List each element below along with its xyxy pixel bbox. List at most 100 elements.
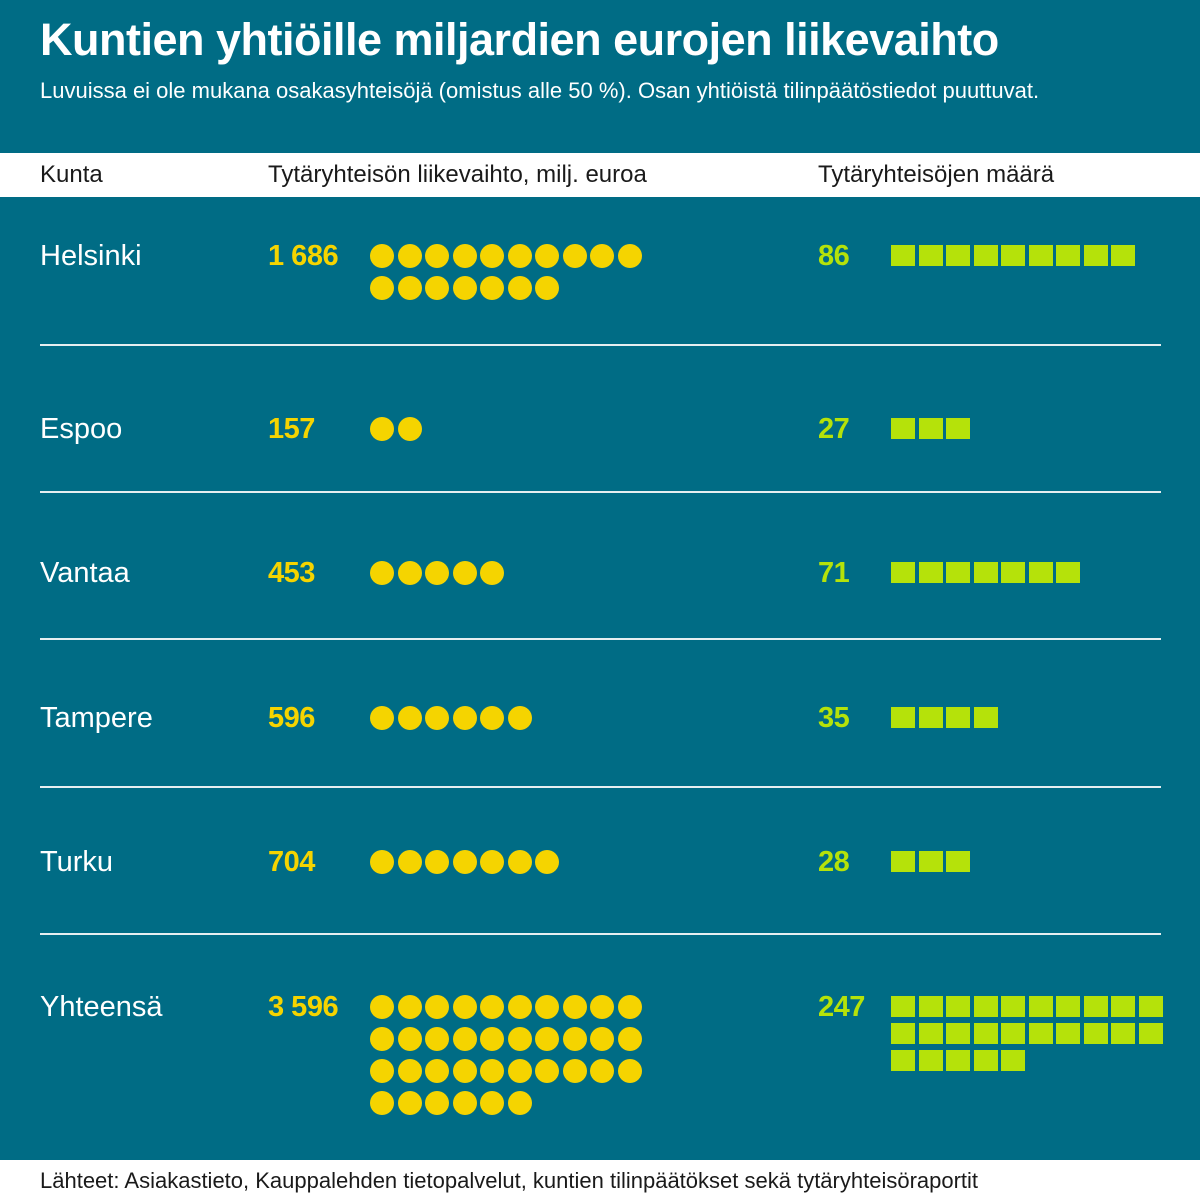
- municipality-name: Yhteensä: [40, 991, 163, 1023]
- count-square: [946, 562, 970, 583]
- count-square: [891, 1050, 915, 1071]
- row-divider: [40, 933, 1161, 935]
- municipality-name: Tampere: [40, 702, 153, 734]
- revenue-dot: [617, 1059, 642, 1083]
- revenue-value: 1 686: [268, 240, 339, 272]
- subsidiary-count: 27: [818, 413, 850, 445]
- count-square: [918, 707, 943, 728]
- revenue-dot: [452, 244, 477, 268]
- revenue-dot: [370, 561, 394, 585]
- revenue-dot: [425, 1059, 449, 1083]
- count-square: [1001, 1023, 1025, 1044]
- revenue-dot: [370, 850, 394, 874]
- revenue-dot: [480, 1027, 504, 1051]
- revenue-dot: [370, 1091, 394, 1115]
- revenue-dot: [397, 995, 422, 1019]
- municipality-name: Vantaa: [40, 557, 130, 589]
- count-square: [1056, 996, 1080, 1017]
- revenue-dot: [617, 244, 642, 268]
- source-text: Lähteet: Asiakastieto, Kauppalehden tiet…: [40, 1168, 979, 1193]
- revenue-dot: [397, 244, 422, 268]
- count-square: [891, 418, 915, 439]
- revenue-dot: [480, 244, 504, 268]
- revenue-dot: [370, 244, 394, 268]
- revenue-dot: [370, 276, 394, 300]
- revenue-dot: [535, 850, 559, 874]
- revenue-dot: [370, 1059, 394, 1083]
- revenue-dot: [370, 1027, 394, 1051]
- count-square: [918, 851, 943, 872]
- revenue-value: 157: [268, 413, 315, 445]
- count-square: [946, 1023, 970, 1044]
- revenue-dot: [370, 417, 394, 441]
- revenue-dot: [452, 1091, 477, 1115]
- count-square: [891, 851, 915, 872]
- revenue-dot: [480, 276, 504, 300]
- revenue-dot: [397, 1027, 422, 1051]
- revenue-dot: [617, 1027, 642, 1051]
- revenue-value: 3 596: [268, 991, 339, 1023]
- revenue-dot: [480, 706, 504, 730]
- revenue-dot: [507, 1091, 532, 1115]
- revenue-dot: [397, 706, 422, 730]
- revenue-dot: [425, 1091, 449, 1115]
- revenue-dot: [397, 850, 422, 874]
- revenue-dot: [507, 850, 532, 874]
- count-square: [891, 996, 915, 1017]
- count-square: [1138, 1023, 1163, 1044]
- count-square: [973, 996, 998, 1017]
- count-square: [973, 245, 998, 266]
- revenue-value: 596: [268, 702, 315, 734]
- count-square: [1028, 996, 1053, 1017]
- count-square: [1083, 245, 1108, 266]
- count-square: [1001, 562, 1025, 583]
- revenue-dot: [535, 244, 559, 268]
- count-square: [1111, 1023, 1135, 1044]
- subsidiary-count: 35: [818, 702, 850, 734]
- count-square: [973, 707, 998, 728]
- count-square: [946, 851, 970, 872]
- subsidiary-count: 247: [818, 991, 865, 1023]
- count-square: [891, 1023, 915, 1044]
- municipality-name: Helsinki: [40, 240, 142, 272]
- page-title: Kuntien yhtiöille miljardien eurojen lii…: [40, 14, 999, 65]
- revenue-dot: [425, 706, 449, 730]
- count-square: [918, 562, 943, 583]
- source-footer: Lähteet: Asiakastieto, Kauppalehden tiet…: [0, 1160, 1200, 1200]
- revenue-dot: [535, 1027, 559, 1051]
- count-square: [1028, 562, 1053, 583]
- revenue-dot: [480, 850, 504, 874]
- revenue-dot: [590, 1027, 614, 1051]
- count-square: [1056, 245, 1080, 266]
- revenue-dot: [397, 417, 422, 441]
- row-divider: [40, 786, 1161, 788]
- municipality-name: Espoo: [40, 413, 123, 445]
- revenue-dot: [562, 995, 587, 1019]
- count-square: [1111, 996, 1135, 1017]
- revenue-dot: [562, 1059, 587, 1083]
- count-square: [891, 707, 915, 728]
- row-divider: [40, 491, 1161, 493]
- count-square: [946, 996, 970, 1017]
- revenue-dot: [452, 276, 477, 300]
- revenue-dot: [480, 1059, 504, 1083]
- revenue-value: 453: [268, 557, 315, 589]
- revenue-value: 704: [268, 846, 315, 878]
- revenue-dot: [480, 1091, 504, 1115]
- revenue-dot: [452, 1059, 477, 1083]
- count-square: [946, 1050, 970, 1071]
- page-subtitle: Luvuissa ei ole mukana osakasyhteisöjä (…: [40, 78, 1040, 103]
- count-square: [946, 418, 970, 439]
- revenue-dot: [507, 1027, 532, 1051]
- revenue-dot: [425, 244, 449, 268]
- revenue-dot: [452, 706, 477, 730]
- revenue-dot: [370, 706, 394, 730]
- revenue-dot: [452, 850, 477, 874]
- revenue-dot: [370, 995, 394, 1019]
- table-header: Kunta Tytäryhteisön liikevaihto, milj. e…: [0, 153, 1200, 197]
- count-square: [973, 1050, 998, 1071]
- count-square: [1056, 1023, 1080, 1044]
- count-square: [1138, 996, 1163, 1017]
- revenue-dot: [562, 244, 587, 268]
- count-square: [891, 245, 915, 266]
